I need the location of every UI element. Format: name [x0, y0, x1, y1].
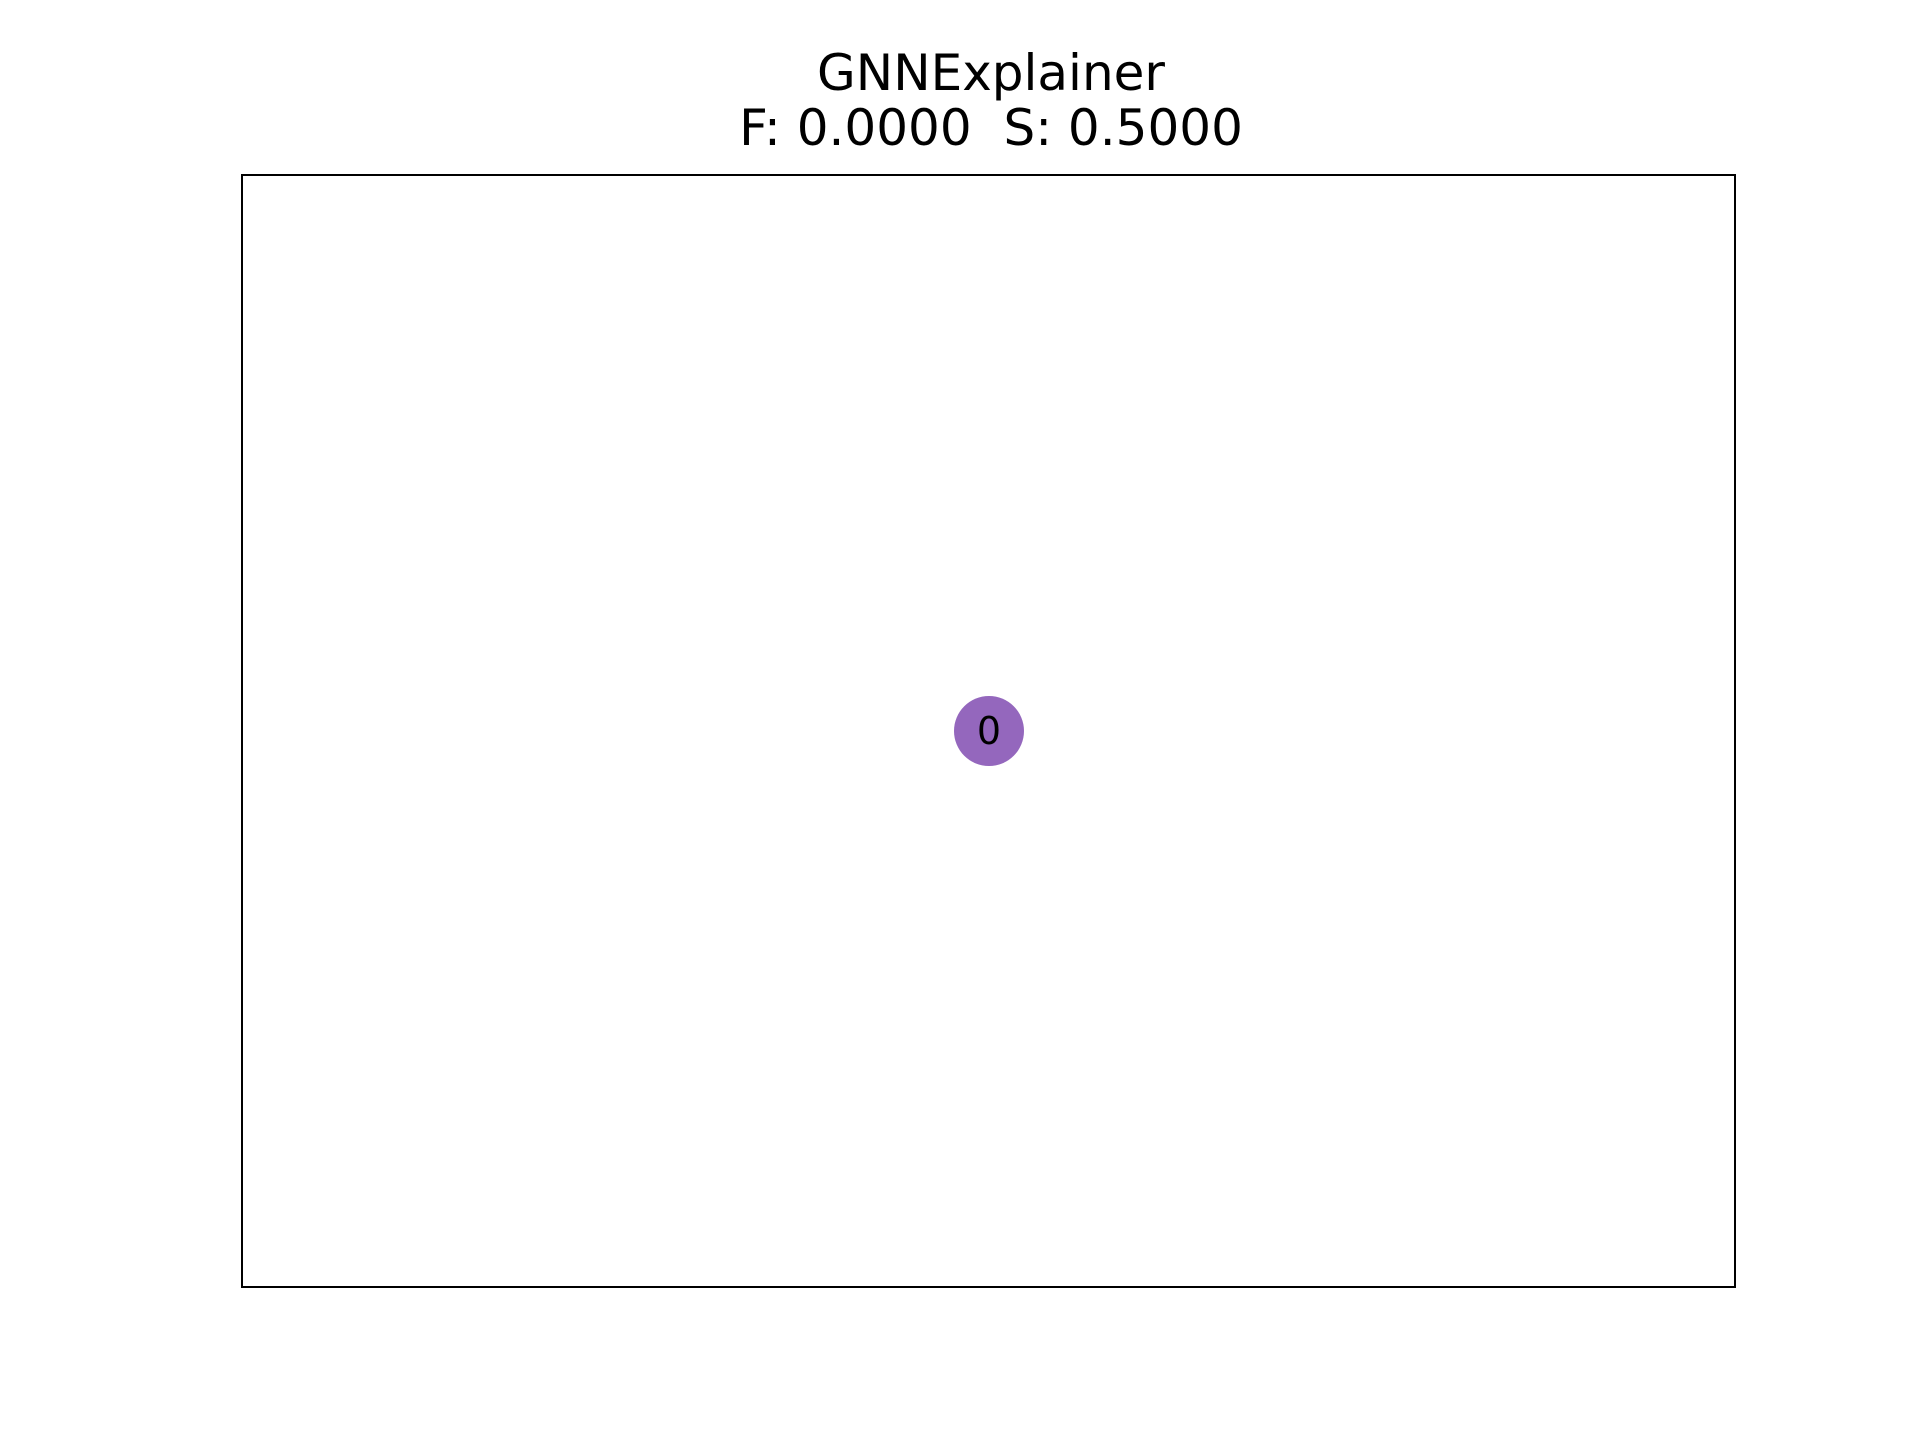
graph-node-0: 0 — [954, 696, 1024, 766]
figure-subtitle: F: 0.0000 S: 0.5000 — [739, 99, 1243, 157]
figure-title-block: GNNExplainer F: 0.0000 S: 0.5000 — [0, 46, 1920, 156]
node-0-label: 0 — [977, 709, 1001, 753]
figure-title: GNNExplainer — [817, 44, 1165, 102]
plot-frame — [241, 174, 1736, 1288]
node-0-circle — [954, 696, 1024, 766]
